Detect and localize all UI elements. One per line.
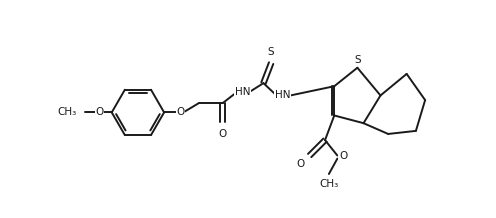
- Text: CH₃: CH₃: [319, 179, 338, 189]
- Text: S: S: [268, 47, 274, 57]
- Text: HN: HN: [235, 87, 250, 97]
- Text: O: O: [219, 129, 227, 139]
- Text: S: S: [354, 55, 361, 65]
- Text: HN: HN: [275, 90, 291, 100]
- Text: CH₃: CH₃: [58, 107, 77, 118]
- Text: O: O: [176, 107, 185, 118]
- Text: O: O: [297, 159, 305, 169]
- Text: O: O: [95, 107, 104, 118]
- Text: O: O: [339, 150, 347, 160]
